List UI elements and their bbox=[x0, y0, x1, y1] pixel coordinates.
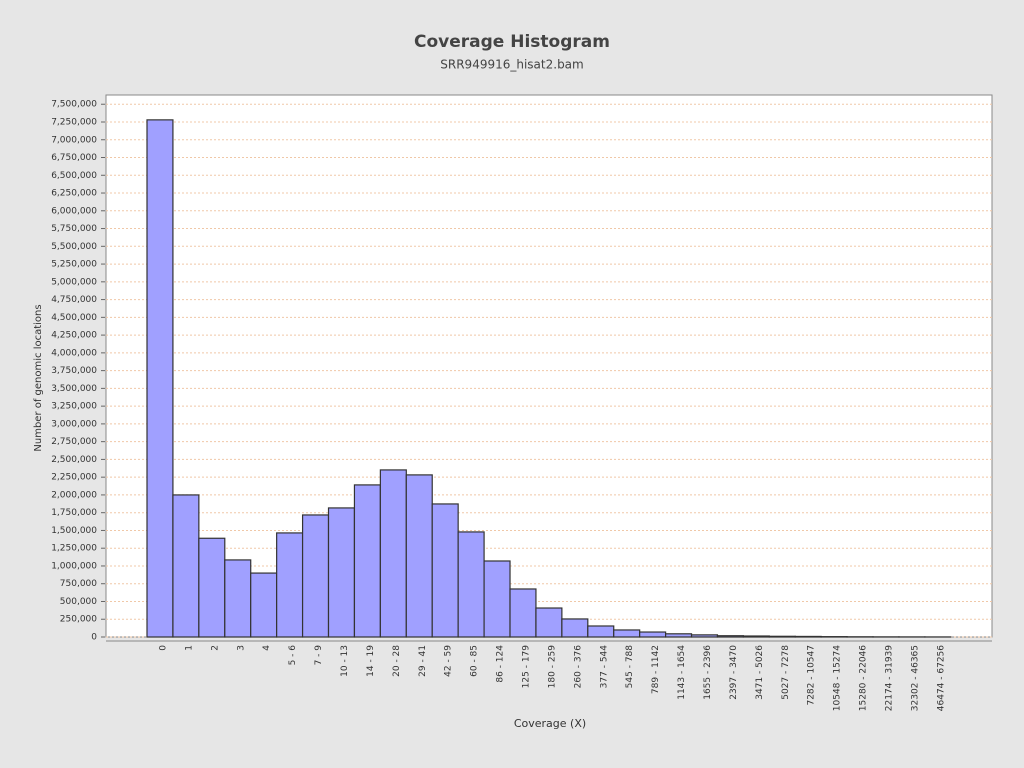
x-tick-label: 125 - 179 bbox=[521, 645, 531, 689]
y-tick-label: 5,750,000 bbox=[51, 224, 97, 234]
bar bbox=[327, 507, 356, 638]
chart-title: Coverage Histogram bbox=[414, 32, 610, 52]
bar bbox=[664, 633, 693, 638]
plot-area bbox=[105, 94, 993, 638]
x-tick-label: 2397 - 3470 bbox=[729, 645, 739, 700]
y-tick-label: 6,500,000 bbox=[51, 171, 97, 181]
bar bbox=[431, 503, 459, 638]
x-tick-label: 180 - 259 bbox=[547, 645, 557, 689]
y-tick-label: 1,000,000 bbox=[51, 561, 97, 571]
y-tick-label: 4,000,000 bbox=[51, 348, 97, 358]
x-tick-label: 377 - 544 bbox=[599, 645, 609, 689]
x-tick-label: 42 - 59 bbox=[444, 645, 454, 677]
bar bbox=[794, 635, 822, 638]
x-tick-label: 2 bbox=[210, 645, 220, 651]
x-tick-label: 4 bbox=[262, 645, 272, 651]
y-tick-label: 6,750,000 bbox=[51, 153, 97, 163]
y-tick-label: 3,500,000 bbox=[51, 384, 97, 394]
x-tick-label: 86 - 124 bbox=[496, 645, 506, 683]
y-tick-label: 500,000 bbox=[60, 597, 97, 607]
x-tick-label: 789 - 1142 bbox=[651, 645, 661, 694]
x-tick-label: 3471 - 5026 bbox=[755, 645, 765, 700]
bar bbox=[276, 532, 304, 638]
bar bbox=[146, 119, 174, 638]
bar bbox=[405, 474, 433, 638]
x-tick-label: 20 - 28 bbox=[392, 645, 402, 677]
y-tick-label: 5,250,000 bbox=[51, 260, 97, 270]
x-tick-label: 1 bbox=[184, 645, 194, 651]
y-tick-label: 3,750,000 bbox=[51, 366, 97, 376]
x-tick-label: 10 - 13 bbox=[340, 645, 350, 677]
y-tick-label: 7,000,000 bbox=[51, 135, 97, 145]
chart-subtitle: SRR949916_hisat2.bam bbox=[440, 58, 583, 72]
bar bbox=[535, 607, 563, 638]
y-tick-label: 5,500,000 bbox=[51, 242, 97, 252]
y-tick-label: 4,750,000 bbox=[51, 295, 97, 305]
y-tick-label: 3,000,000 bbox=[51, 419, 97, 429]
x-tick-label: 1143 - 1654 bbox=[677, 645, 687, 700]
y-tick-label: 0 bbox=[91, 633, 97, 643]
y-axis-label: Number of genomic locations bbox=[33, 304, 44, 451]
bar bbox=[301, 514, 330, 638]
bar bbox=[716, 635, 744, 638]
bar bbox=[353, 484, 381, 638]
y-tick-label: 1,750,000 bbox=[51, 508, 97, 518]
bar bbox=[742, 635, 770, 638]
bar bbox=[172, 494, 200, 638]
bar bbox=[639, 631, 667, 638]
bar bbox=[457, 531, 485, 638]
bar bbox=[250, 572, 278, 638]
y-tick-label: 2,500,000 bbox=[51, 455, 97, 465]
y-tick-label: 4,500,000 bbox=[51, 313, 97, 323]
x-tick-label: 32302 - 46365 bbox=[910, 645, 920, 711]
x-tick-label: 60 - 85 bbox=[470, 645, 480, 677]
bar bbox=[509, 588, 537, 638]
y-tick-label: 2,750,000 bbox=[51, 437, 97, 447]
bar bbox=[224, 559, 252, 638]
x-tick-label: 7282 - 10547 bbox=[807, 645, 817, 706]
bar bbox=[483, 560, 511, 638]
y-tick-label: 1,250,000 bbox=[51, 544, 97, 554]
y-tick-label: 6,250,000 bbox=[51, 189, 97, 199]
y-tick-label: 2,000,000 bbox=[51, 490, 97, 500]
x-tick-label: 14 - 19 bbox=[366, 645, 376, 677]
bar bbox=[613, 629, 641, 638]
x-tick-label: 5027 - 7278 bbox=[781, 645, 791, 700]
x-tick-label: 5 - 6 bbox=[288, 645, 298, 666]
y-tick-label: 7,500,000 bbox=[51, 100, 97, 110]
x-tick-label: 29 - 41 bbox=[418, 645, 428, 677]
x-tick-label: 3 bbox=[236, 645, 246, 651]
y-tick-label: 6,000,000 bbox=[51, 206, 97, 216]
x-axis-label: Coverage (X) bbox=[514, 717, 586, 730]
y-tick-label: 5,000,000 bbox=[51, 277, 97, 287]
y-tick-label: 1,500,000 bbox=[51, 526, 97, 536]
y-tick-label: 2,250,000 bbox=[51, 473, 97, 483]
x-tick-label: 260 - 376 bbox=[573, 645, 583, 689]
y-tick-label: 750,000 bbox=[60, 579, 97, 589]
x-tick-label: 10548 - 15274 bbox=[833, 645, 843, 712]
bar bbox=[379, 469, 407, 638]
x-tick-label: 1655 - 2396 bbox=[703, 645, 713, 700]
x-tick-label: 22174 - 31939 bbox=[885, 645, 895, 712]
y-tick-label: 4,250,000 bbox=[51, 331, 97, 341]
y-tick-label: 3,250,000 bbox=[51, 402, 97, 412]
x-tick-label: 545 - 788 bbox=[625, 645, 635, 689]
bar bbox=[587, 625, 615, 638]
y-tick-label: 7,250,000 bbox=[51, 117, 97, 127]
bar bbox=[768, 635, 796, 638]
bar bbox=[690, 634, 719, 638]
x-tick-label: 7 - 9 bbox=[314, 645, 324, 666]
bar bbox=[198, 537, 226, 638]
x-tick-label: 0 bbox=[158, 645, 168, 651]
bar bbox=[561, 618, 589, 638]
y-tick-label: 250,000 bbox=[60, 615, 97, 625]
x-tick-label: 46474 - 67256 bbox=[936, 645, 946, 712]
x-tick-label: 15280 - 22046 bbox=[859, 645, 869, 712]
